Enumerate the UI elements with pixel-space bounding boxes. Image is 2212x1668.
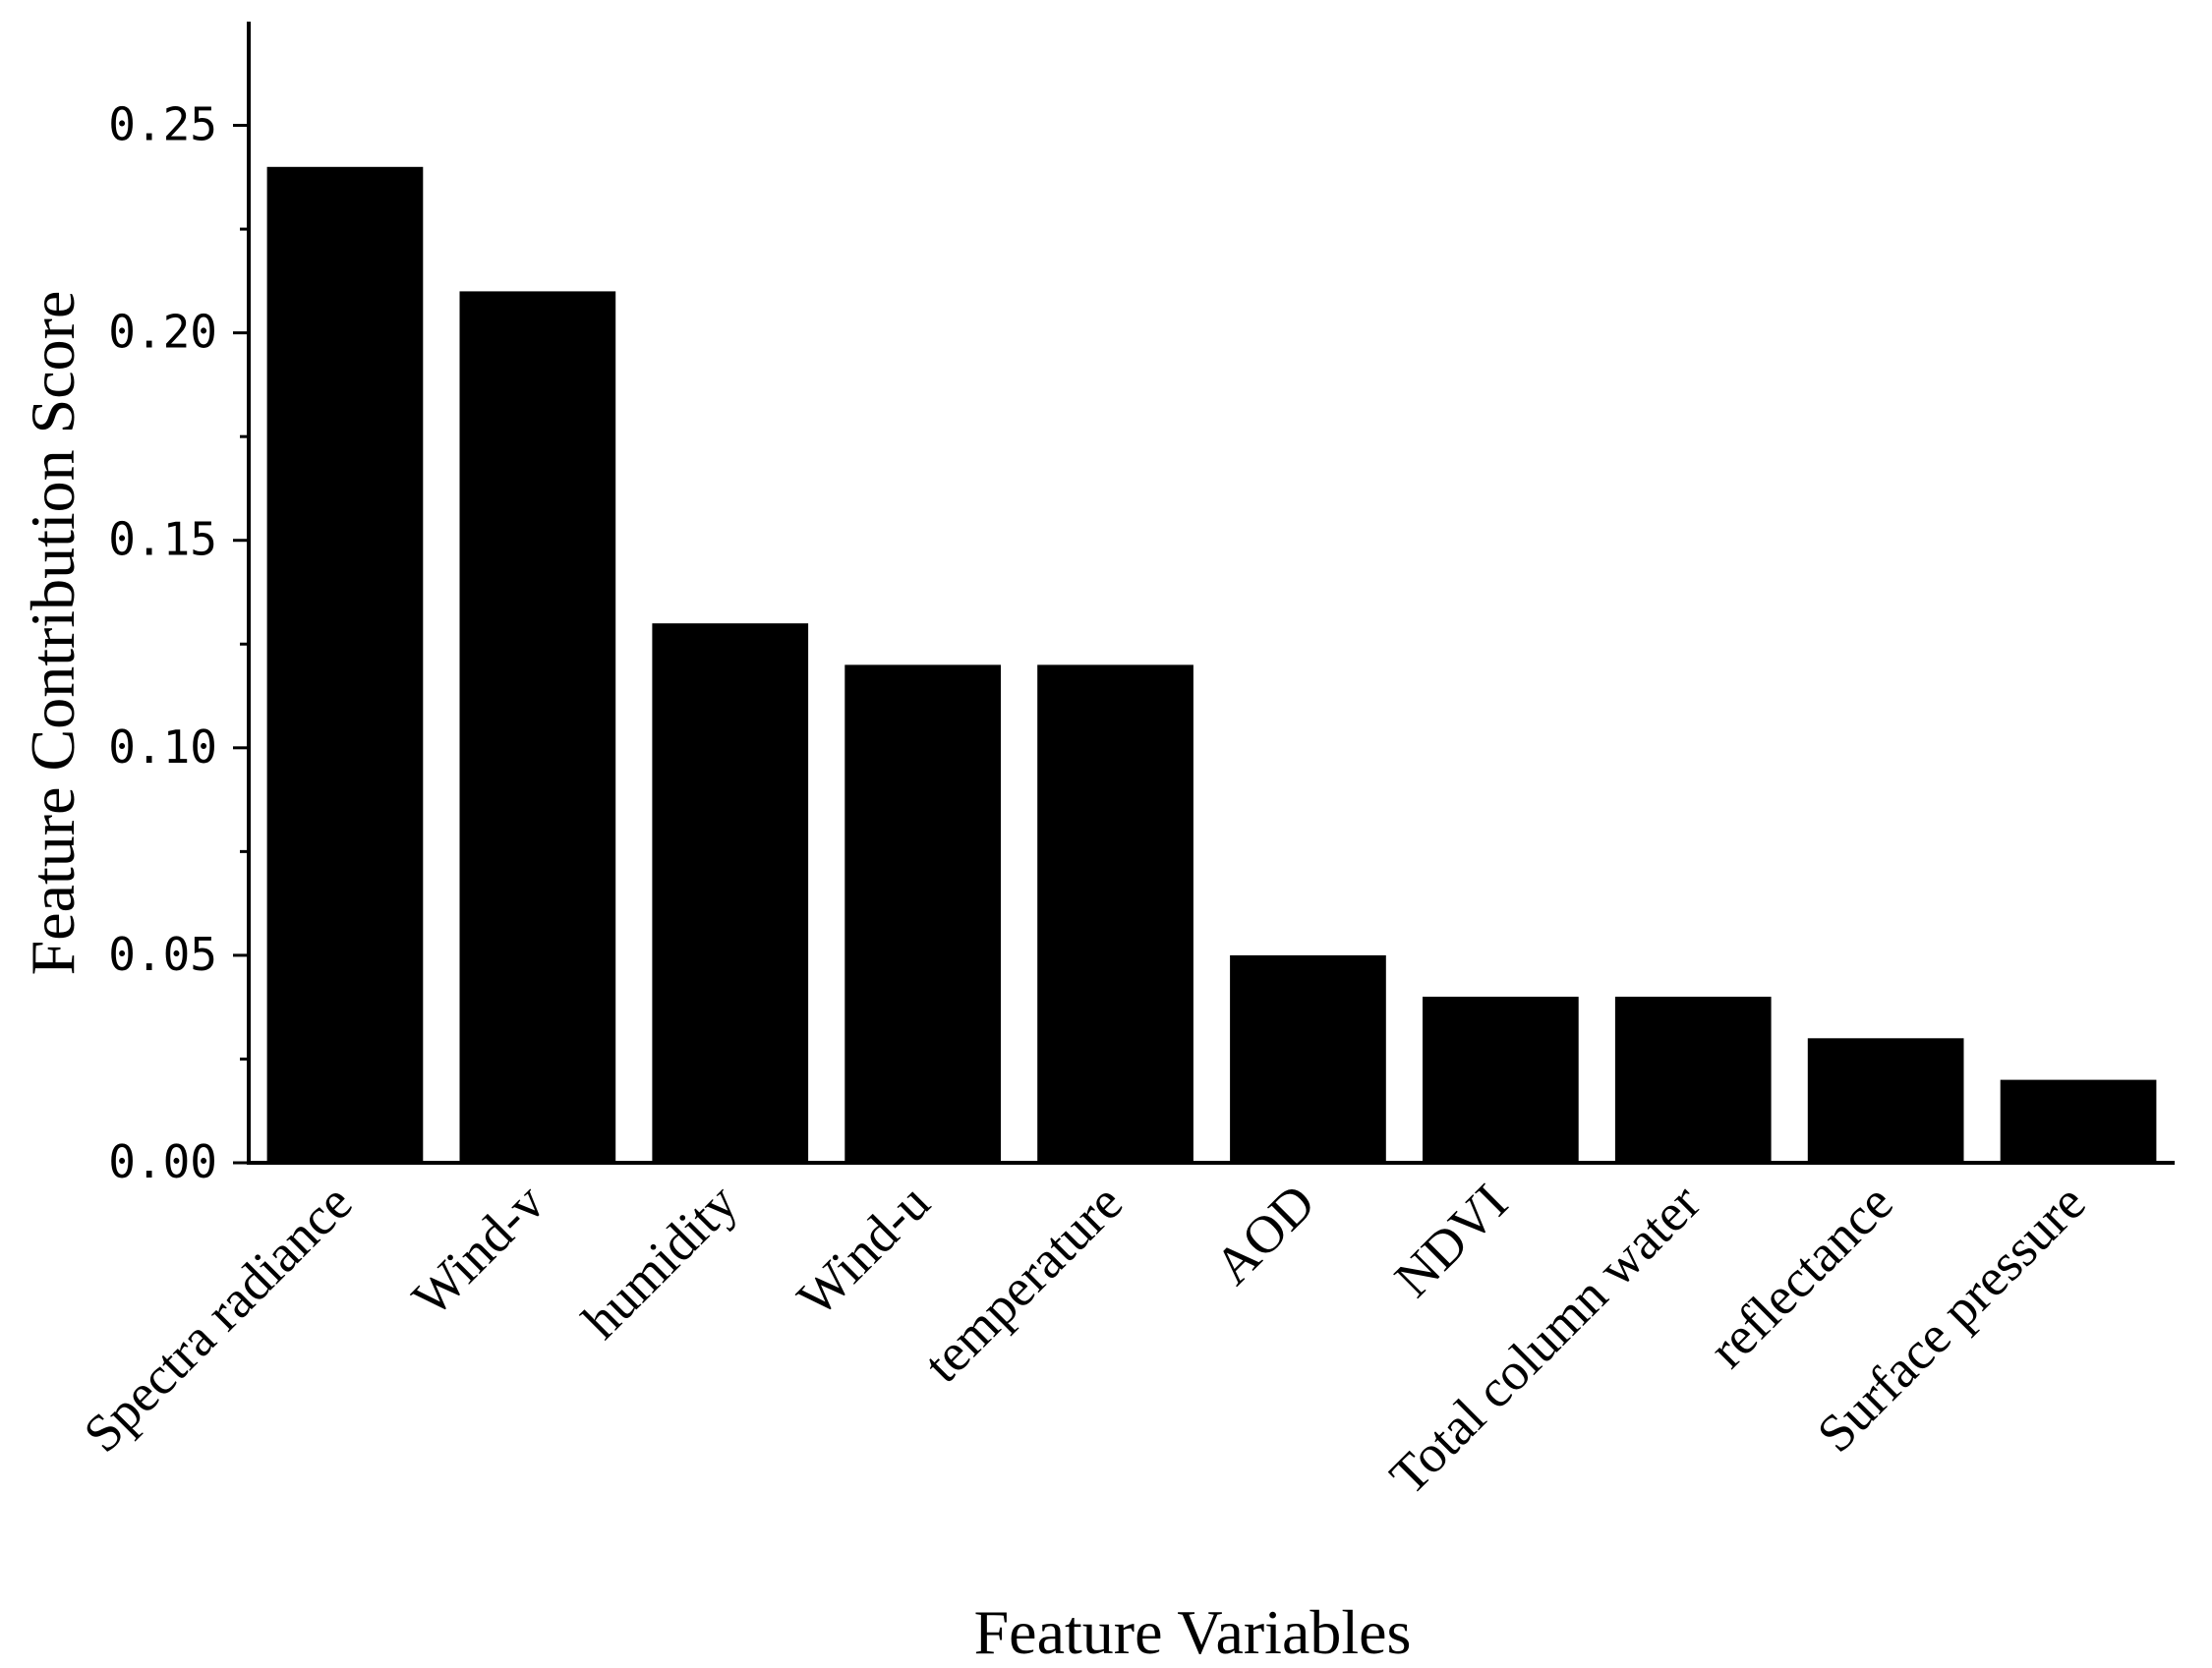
x-axis: Spectra radiance Wind-v humidity Wind-utemp… <box>73 1161 2175 1506</box>
bar <box>1230 954 1386 1163</box>
bar <box>1807 1038 1964 1163</box>
y-axis: 0.00 0.05 0.10 0.15 0.20 0.25 <box>108 22 251 1188</box>
x-tick-label: temperature <box>912 1173 1134 1394</box>
y-axis-title: Feature Contribution Score <box>18 291 87 976</box>
y-tick-label: 0.05 <box>108 928 217 981</box>
bar <box>1037 664 1193 1163</box>
x-axis-title: Feature Variables <box>974 1597 1412 1667</box>
bar <box>1423 997 1579 1163</box>
bar <box>266 166 424 1164</box>
y-tick-label: 0.20 <box>108 306 217 359</box>
bar <box>1614 997 1772 1163</box>
x-tick-label: AOD <box>1203 1173 1326 1295</box>
x-tick-label: Wind-u <box>786 1173 942 1328</box>
bars-group <box>266 166 2157 1164</box>
bar <box>2000 1079 2157 1163</box>
x-tick-label: NDVI <box>1383 1173 1519 1308</box>
y-tick-label: 0.15 <box>108 513 217 566</box>
x-tick-label: Spectra radiance <box>73 1173 364 1464</box>
x-tick-label: reflectance <box>1698 1173 1904 1379</box>
x-tick-label: humidity <box>571 1173 748 1350</box>
bar <box>459 291 616 1163</box>
y-tick-label: 0.00 <box>108 1135 217 1188</box>
x-tick-label: Wind-v <box>401 1173 556 1328</box>
y-tick-label: 0.25 <box>108 98 217 151</box>
y-tick-label: 0.10 <box>108 720 217 774</box>
bar <box>844 664 1001 1163</box>
bar <box>652 623 809 1163</box>
